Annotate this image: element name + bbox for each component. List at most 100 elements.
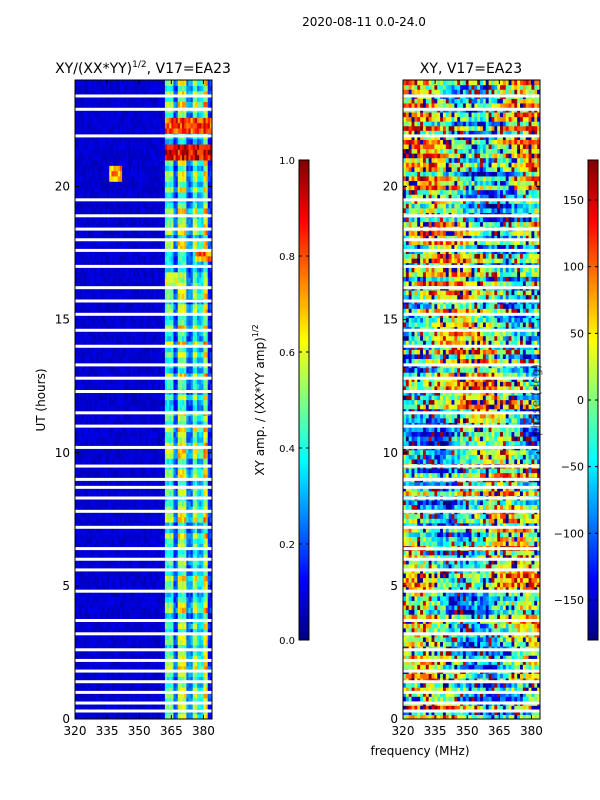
amplitude-cell [184,442,187,449]
amplitude-cell [81,442,85,449]
amplitude-cell [139,703,142,709]
amplitude-cell [209,436,212,443]
amplitude-cell [79,500,83,507]
amplitude-cell [145,314,149,321]
amplitude-cell [113,692,117,699]
amplitude-cell [89,367,93,374]
amplitude-cell [113,639,117,646]
amplitude-cell [197,340,200,347]
amplitude-cell [209,474,212,480]
amplitude-cell [190,548,194,555]
amplitude-cell [89,404,93,411]
amplitude-cell [100,681,104,688]
amplitude-cell [209,500,212,507]
amplitude-cell [167,580,170,587]
amplitude-cell [154,612,157,619]
amplitude-cell [141,607,145,614]
amplitude-cell [89,692,93,699]
amplitude-cell [182,399,185,406]
amplitude-cell [94,394,98,401]
amplitude-cell [190,644,194,651]
amplitude-cell [98,596,102,603]
amplitude-cell [104,644,108,651]
amplitude-cell [111,378,115,385]
amplitude-cell [201,452,205,459]
amplitude-cell [199,436,202,443]
amplitude-cell [169,490,172,496]
amplitude-cell [83,623,87,630]
amplitude-cell [192,346,196,353]
amplitude-cell [96,553,100,560]
amplitude-cell [126,564,130,571]
amplitude-cell [143,500,147,507]
amplitude-cell [184,436,187,443]
amplitude-cell [207,351,211,358]
amplitude-cell [113,420,117,427]
amplitude-cell [203,697,207,704]
amplitude-cell [147,559,151,566]
amplitude-cell [102,660,106,667]
amplitude-cell [104,697,108,704]
amplitude-cell [164,697,168,704]
amplitude-cell [171,367,175,374]
amplitude-cell [130,655,134,662]
amplitude-cell [203,655,207,662]
amplitude-cell [111,607,115,614]
amplitude-cell [162,314,166,321]
amplitude-cell [173,436,177,443]
amplitude-cell [188,399,192,406]
amplitude-cell [190,671,194,677]
amplitude-cell [109,394,112,401]
amplitude-cell [102,442,106,449]
amplitude-cell [152,335,155,342]
amplitude-cell [173,330,177,337]
amplitude-cell [171,532,175,539]
amplitude-cell [100,703,104,709]
amplitude-cell [109,399,112,406]
amplitude-cell [149,585,153,592]
amplitude-cell [145,335,149,342]
amplitude-cell [89,639,93,646]
amplitude-cell [83,452,87,459]
amplitude-cell [107,639,110,646]
amplitude-cell [119,303,123,310]
amplitude-cell [115,458,119,464]
amplitude-cell [92,655,95,662]
amplitude-cell [199,585,202,592]
amplitude-cell [152,367,155,374]
amplitude-cell [139,601,142,608]
amplitude-cell [137,420,140,427]
amplitude-cell [171,569,175,576]
amplitude-cell [186,399,190,406]
amplitude-cell [184,591,187,598]
amplitude-cell [81,330,85,337]
amplitude-cell [177,431,181,438]
amplitude-cell [75,548,78,555]
amplitude-cell [141,511,145,518]
amplitude-cell [154,346,157,353]
amplitude-cell [186,511,190,518]
amplitude-panel-title: XY/(XX*YY)1/2, V17=EA23 [55,60,231,77]
amplitude-cell [94,330,98,337]
amplitude-cell [104,564,108,571]
amplitude-cell [109,335,112,342]
amplitude-cell [75,575,78,582]
amplitude-cell [119,601,123,608]
amplitude-cell [79,319,83,326]
amplitude-cell [141,303,145,310]
amplitude-cell [186,468,190,475]
amplitude-cell [192,569,196,576]
amplitude-cell [147,655,151,662]
amplitude-cell [92,335,95,342]
amplitude-cell [128,687,132,693]
amplitude-cell [192,404,196,411]
amplitude-cell [130,351,134,358]
amplitude-cell [77,564,80,571]
amplitude-cell [102,703,106,709]
amplitude-cell [197,314,200,321]
amplitude-cell [164,532,168,539]
amplitude-cell [119,340,123,347]
amplitude-cell [190,676,194,683]
amplitude-cell [98,532,102,539]
amplitude-cell [87,426,91,433]
